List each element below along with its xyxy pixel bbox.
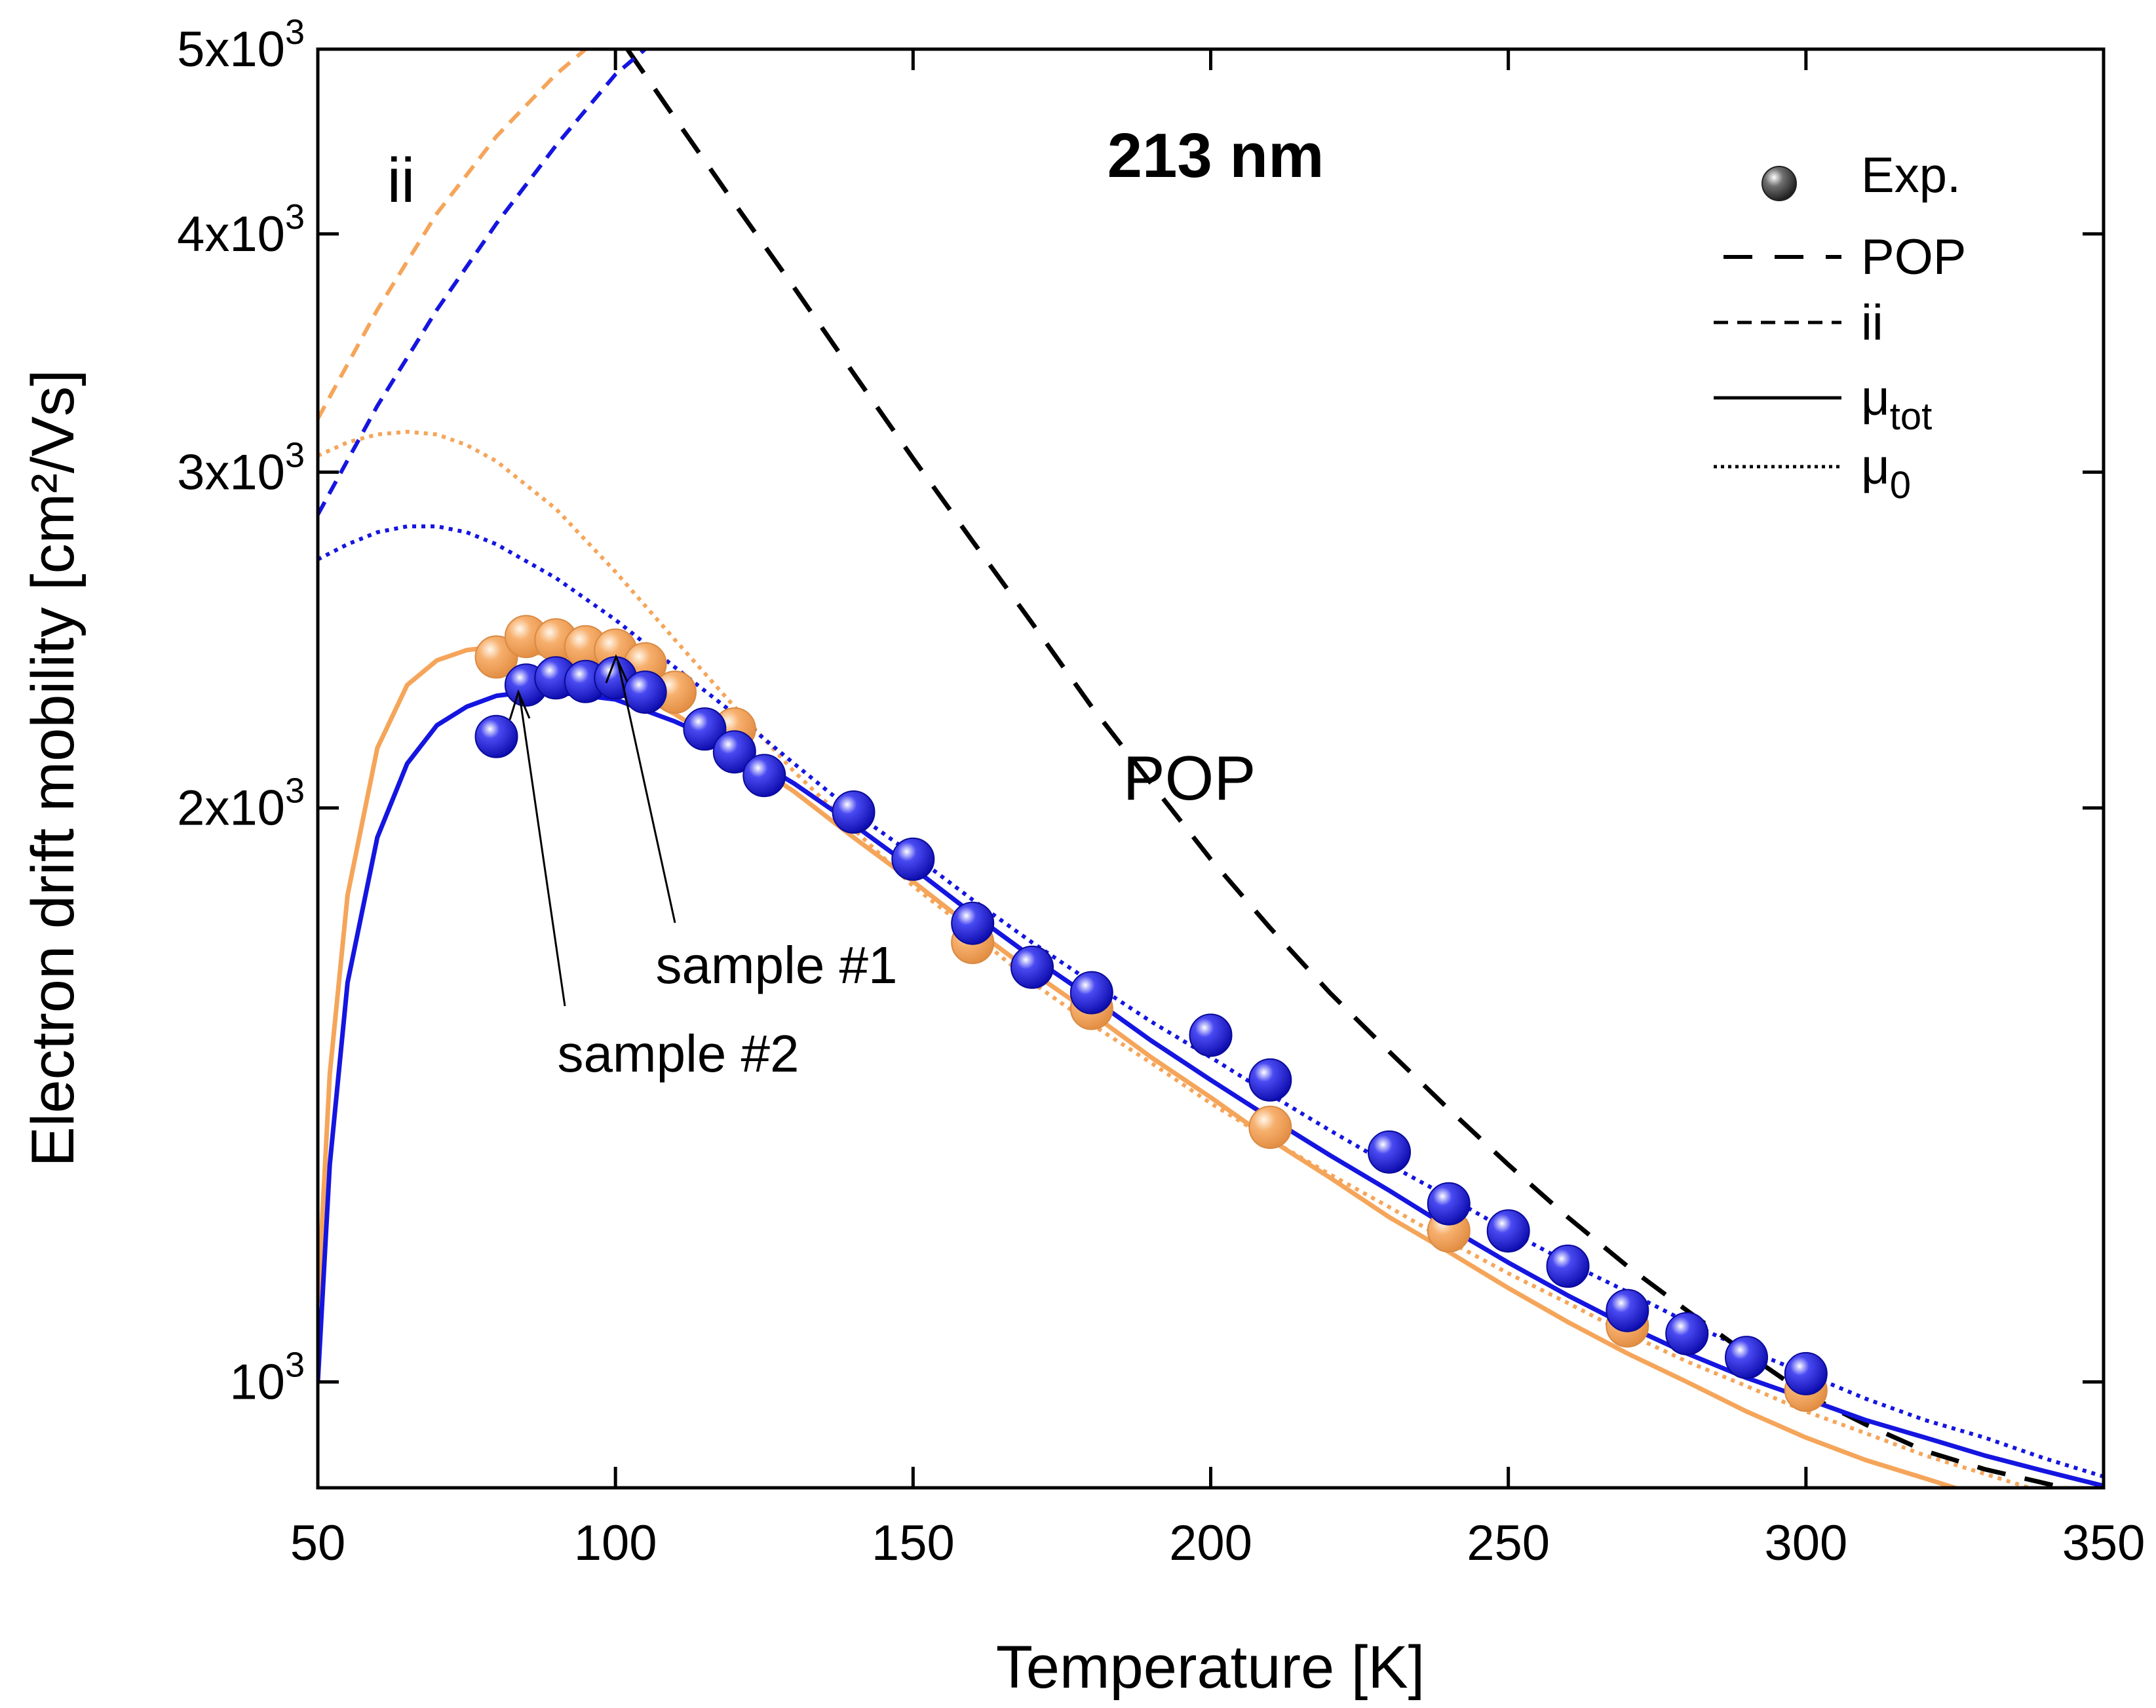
annotation-arrows (509, 654, 676, 1007)
legend-label-pop: POP (1861, 229, 1967, 285)
annotation-sample1: sample #1 (655, 936, 897, 994)
point-exp-sample-2-300 (1784, 1351, 1828, 1395)
point-exp-sample-1-210 (1248, 1106, 1292, 1149)
series-ii-sample-2 (318, 49, 647, 516)
point-exp-sample-2-210 (1248, 1058, 1292, 1102)
series-ii-sample-1 (318, 49, 587, 420)
annotation-sample2: sample #2 (557, 1024, 799, 1083)
arrow-sample2-head (509, 689, 531, 720)
point-exp-sample-2-180 (1069, 971, 1113, 1015)
x-tick-label-250: 250 (1467, 1515, 1550, 1571)
legend-label-mu0: μ0 (1861, 439, 1911, 507)
x-tick-label-300: 300 (1764, 1515, 1847, 1571)
point-exp-sample-2-80 (474, 714, 518, 758)
arrow-sample1-line (617, 661, 676, 923)
x-tick-label-200: 200 (1169, 1515, 1252, 1571)
point-exp-sample-2-120 (712, 730, 756, 774)
point-exp-sample-2-280 (1665, 1311, 1709, 1355)
series-0-sample-2 (318, 524, 2104, 1479)
point-exp-sample-2-125 (742, 754, 786, 798)
point-exp-sample-2-290 (1725, 1336, 1768, 1380)
y-tick-label-5000: 5x103 (177, 12, 305, 77)
chart-title: 213 nm (1107, 121, 1324, 191)
series-pop (625, 49, 2074, 1488)
x-tick-label-100: 100 (574, 1515, 657, 1571)
series-0-sample-1 (318, 429, 2036, 1488)
point-exp-sample-2-240 (1427, 1182, 1471, 1226)
point-exp-sample-2-105 (623, 670, 667, 714)
x-tick-label-350: 350 (2062, 1515, 2146, 1571)
y-tick-label-1000: 103 (229, 1345, 305, 1410)
point-exp-sample-2-150 (891, 837, 935, 881)
point-exp-sample-2-230 (1368, 1130, 1411, 1174)
legend-label-ii: ii (1861, 295, 1883, 351)
annotation-pop: POP (1123, 743, 1256, 813)
y-tick-label-2000: 2x103 (177, 771, 305, 836)
point-exp-sample-2-200 (1189, 1013, 1233, 1057)
series-tot-sample-1 (318, 644, 1963, 1488)
arrow-sample2-line (518, 695, 566, 1007)
legend-label-tot: μtot (1861, 370, 1932, 438)
arrow-sample1-head (605, 654, 628, 684)
point-exp-sample-2-140 (832, 790, 876, 834)
tick-layer: 50 100 150 200 250 300 350 103 2x103 3x103 4x103 5x… (177, 12, 2145, 1571)
point-exp-sample-2-170 (1011, 945, 1054, 989)
legend-label-exp: Exp. (1861, 147, 1961, 203)
point-exp-sample-2-115 (683, 707, 727, 751)
point-exp-sample-2-260 (1546, 1244, 1590, 1288)
y-tick-label-4000: 4x103 (177, 197, 305, 262)
y-tick-label-3000: 3x103 (177, 435, 305, 500)
point-exp-sample-2-250 (1486, 1209, 1530, 1253)
x-tick-label-150: 150 (872, 1515, 955, 1571)
x-axis-title: Temperature [K] (996, 1634, 1425, 1701)
annotation-ii: ii (387, 146, 415, 216)
point-exp-sample-2-270 (1606, 1289, 1649, 1332)
y-axis-title: Electron drift mobility [cm²/Vs] (20, 370, 87, 1167)
point-exp-sample-2-160 (951, 901, 995, 945)
marker-layer (474, 615, 1828, 1412)
point-exp-sample-1-80 (474, 635, 518, 679)
legend-marker-exp (1761, 166, 1797, 201)
x-tick-label-50: 50 (290, 1515, 346, 1571)
